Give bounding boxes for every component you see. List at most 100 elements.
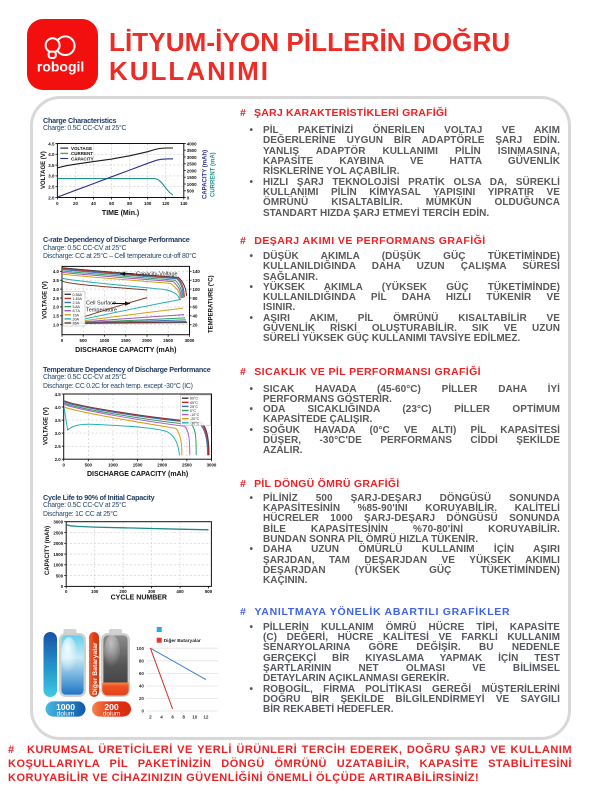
svg-text:400: 400 <box>176 589 184 594</box>
svg-text:500: 500 <box>56 573 64 578</box>
svg-text:1500: 1500 <box>121 338 131 343</box>
svg-text:1500: 1500 <box>53 552 63 557</box>
svg-text:45°C: 45°C <box>190 401 198 405</box>
svg-text:80: 80 <box>139 658 145 663</box>
svg-text:20: 20 <box>193 323 198 328</box>
svg-text:500: 500 <box>187 189 195 194</box>
svg-text:1.5: 1.5 <box>53 314 60 319</box>
svg-text:500: 500 <box>80 338 88 343</box>
svg-text:200: 200 <box>119 589 127 594</box>
svg-text:2.0: 2.0 <box>53 305 60 310</box>
svg-text:4: 4 <box>160 715 163 720</box>
svg-text:Cell Surface: Cell Surface <box>86 301 116 307</box>
svg-text:3000: 3000 <box>185 338 195 343</box>
svg-text:40: 40 <box>91 201 96 206</box>
svg-text:3.0: 3.0 <box>55 431 62 436</box>
svg-text:1000: 1000 <box>53 563 63 568</box>
svg-text:2.0: 2.0 <box>48 195 55 200</box>
svg-text:300: 300 <box>148 589 156 594</box>
svg-text:100: 100 <box>136 646 144 651</box>
svg-text:Temperature: Temperature <box>86 308 117 314</box>
svg-text:dolum: dolum <box>57 711 74 718</box>
svg-text:2.5: 2.5 <box>53 296 60 301</box>
svg-text:15A: 15A <box>73 313 80 317</box>
svg-text:20: 20 <box>139 696 145 701</box>
svg-text:2.0: 2.0 <box>55 457 62 462</box>
svg-text:40: 40 <box>193 314 198 319</box>
svg-text:VOLTAGE (V): VOLTAGE (V) <box>44 407 50 445</box>
svg-text:0°C: 0°C <box>190 409 196 413</box>
svg-text:5.8A: 5.8A <box>73 305 81 309</box>
svg-text:CAPACITY (mAh): CAPACITY (mAh) <box>45 526 51 575</box>
svg-text:60°C: 60°C <box>190 397 198 401</box>
svg-text:3000: 3000 <box>53 520 63 525</box>
svg-text:26A: 26A <box>73 322 80 326</box>
svg-text:2.5: 2.5 <box>48 185 55 190</box>
svg-text:140: 140 <box>180 201 188 206</box>
svg-text:VOLTAGE: VOLTAGE <box>71 146 92 151</box>
svg-text:4.0: 4.0 <box>55 405 62 410</box>
svg-text:2000: 2000 <box>157 463 167 468</box>
svg-text:10: 10 <box>192 715 198 720</box>
svg-text:robogil: robogil <box>37 59 84 75</box>
svg-text:Diğer Bataryalar: Diğer Bataryalar <box>92 642 99 695</box>
svg-text:100: 100 <box>144 201 152 206</box>
svg-text:1500: 1500 <box>187 175 197 180</box>
svg-text:12: 12 <box>203 715 209 720</box>
svg-text:CAPACITY (mAh): CAPACITY (mAh) <box>203 150 209 199</box>
svg-text:100: 100 <box>91 589 99 594</box>
svg-text:8: 8 <box>182 715 185 720</box>
svg-text:3.5: 3.5 <box>53 278 60 283</box>
svg-text:Capacity-Voltage: Capacity-Voltage <box>136 272 178 278</box>
svg-text:60: 60 <box>193 305 198 310</box>
svg-text:3500: 3500 <box>187 148 197 153</box>
svg-text:120: 120 <box>162 201 170 206</box>
svg-text:-10°C: -10°C <box>190 413 200 417</box>
svg-text:40: 40 <box>139 684 145 689</box>
svg-text:3.5: 3.5 <box>48 163 55 168</box>
svg-text:CAPACITY: CAPACITY <box>71 156 94 161</box>
svg-text:0.58A: 0.58A <box>73 293 83 297</box>
svg-text:0: 0 <box>62 463 65 468</box>
svg-text:500: 500 <box>85 463 93 468</box>
svg-text:2500: 2500 <box>182 463 192 468</box>
svg-text:TIME (Min.): TIME (Min.) <box>102 210 139 217</box>
svg-text:2000: 2000 <box>142 338 152 343</box>
svg-text:CURRENT (mA): CURRENT (mA) <box>211 152 217 197</box>
svg-text:VOLTAGE (V): VOLTAGE (V) <box>43 281 49 319</box>
svg-text:3000: 3000 <box>187 155 197 160</box>
svg-text:1500: 1500 <box>133 463 143 468</box>
svg-text:4.0: 4.0 <box>48 152 55 157</box>
svg-text:1000: 1000 <box>100 338 110 343</box>
svg-text:VOLTAGE (V): VOLTAGE (V) <box>41 151 47 189</box>
svg-text:3000: 3000 <box>207 463 217 468</box>
svg-text:2000: 2000 <box>187 168 197 173</box>
svg-text:2500: 2500 <box>187 162 197 167</box>
svg-text:100: 100 <box>193 287 201 292</box>
svg-text:1.45A: 1.45A <box>73 297 83 301</box>
svg-text:1.0: 1.0 <box>53 323 60 328</box>
svg-text:6: 6 <box>171 715 174 720</box>
svg-text:-20°C: -20°C <box>190 417 200 421</box>
svg-text:TEMPERATURE (°C): TEMPERATURE (°C) <box>209 275 215 333</box>
svg-text:20: 20 <box>73 201 78 206</box>
svg-text:500: 500 <box>205 589 213 594</box>
svg-text:0: 0 <box>141 709 144 714</box>
svg-text:CYCLE NUMBER: CYCLE NUMBER <box>111 595 167 601</box>
svg-text:60: 60 <box>139 671 145 676</box>
svg-text:20A: 20A <box>73 317 80 321</box>
svg-text:2.9A: 2.9A <box>73 301 81 305</box>
svg-text:200: 200 <box>104 702 119 712</box>
svg-text:4000: 4000 <box>187 141 197 146</box>
svg-text:1000: 1000 <box>108 463 118 468</box>
svg-text:DISCHARGE CAPACITY (mAh): DISCHARGE CAPACITY (mAh) <box>87 471 188 478</box>
svg-text:dolum: dolum <box>103 711 120 718</box>
svg-text:-30°C: -30°C <box>190 421 200 425</box>
svg-text:80: 80 <box>193 296 198 301</box>
svg-text:4.5: 4.5 <box>55 392 62 397</box>
svg-text:2500: 2500 <box>163 338 173 343</box>
svg-text:25°C: 25°C <box>190 405 198 409</box>
svg-text:1000: 1000 <box>187 182 197 187</box>
svg-text:60: 60 <box>109 201 114 206</box>
svg-text:140: 140 <box>193 269 201 274</box>
